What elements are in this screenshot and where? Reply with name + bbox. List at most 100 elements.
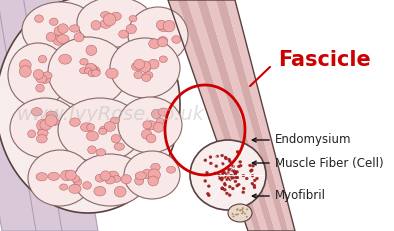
Ellipse shape	[151, 109, 161, 119]
Ellipse shape	[225, 157, 227, 160]
Ellipse shape	[234, 176, 238, 179]
Ellipse shape	[227, 176, 230, 179]
Ellipse shape	[32, 108, 42, 116]
Ellipse shape	[49, 18, 58, 25]
Ellipse shape	[134, 71, 143, 79]
Ellipse shape	[249, 170, 253, 172]
Ellipse shape	[204, 159, 207, 162]
Ellipse shape	[100, 171, 111, 181]
Ellipse shape	[94, 186, 106, 196]
Ellipse shape	[86, 45, 97, 55]
Ellipse shape	[80, 123, 93, 132]
Ellipse shape	[246, 208, 248, 210]
Ellipse shape	[221, 177, 224, 179]
Ellipse shape	[228, 158, 230, 161]
Polygon shape	[0, 0, 80, 231]
Ellipse shape	[229, 177, 232, 180]
Ellipse shape	[225, 192, 229, 195]
Ellipse shape	[111, 12, 121, 21]
Ellipse shape	[223, 188, 226, 191]
Ellipse shape	[121, 175, 131, 184]
Ellipse shape	[59, 184, 68, 190]
Ellipse shape	[28, 150, 92, 206]
Polygon shape	[178, 0, 262, 231]
Ellipse shape	[91, 70, 100, 76]
Ellipse shape	[98, 128, 107, 134]
Ellipse shape	[206, 171, 208, 174]
Ellipse shape	[135, 176, 144, 185]
Ellipse shape	[245, 177, 248, 180]
Ellipse shape	[225, 178, 228, 181]
Ellipse shape	[228, 194, 231, 197]
Ellipse shape	[206, 192, 209, 195]
Ellipse shape	[246, 216, 248, 218]
Ellipse shape	[159, 56, 167, 63]
Polygon shape	[22, 0, 98, 231]
Ellipse shape	[163, 20, 175, 32]
Ellipse shape	[220, 178, 223, 181]
Ellipse shape	[58, 24, 68, 33]
Ellipse shape	[91, 21, 101, 30]
Ellipse shape	[80, 58, 88, 65]
Ellipse shape	[230, 174, 233, 177]
Ellipse shape	[242, 187, 245, 190]
Ellipse shape	[65, 170, 76, 180]
Ellipse shape	[221, 187, 224, 190]
Ellipse shape	[253, 186, 256, 189]
Ellipse shape	[228, 185, 231, 188]
Ellipse shape	[221, 187, 223, 189]
Ellipse shape	[118, 97, 182, 153]
Ellipse shape	[229, 160, 231, 163]
Ellipse shape	[229, 169, 231, 172]
Polygon shape	[168, 0, 255, 231]
Ellipse shape	[209, 162, 212, 165]
Ellipse shape	[54, 27, 63, 35]
Polygon shape	[0, 0, 58, 231]
Ellipse shape	[96, 149, 106, 156]
Ellipse shape	[132, 62, 143, 71]
Ellipse shape	[148, 169, 160, 181]
Ellipse shape	[142, 169, 152, 179]
Ellipse shape	[58, 98, 142, 162]
Ellipse shape	[124, 151, 180, 199]
Ellipse shape	[74, 178, 82, 186]
Ellipse shape	[103, 13, 116, 26]
Text: www.IvyRose.co.uk: www.IvyRose.co.uk	[16, 106, 204, 125]
Ellipse shape	[59, 54, 71, 64]
Ellipse shape	[237, 165, 240, 168]
Ellipse shape	[221, 172, 224, 175]
Ellipse shape	[253, 179, 256, 182]
Ellipse shape	[100, 19, 111, 28]
Ellipse shape	[147, 134, 156, 143]
Text: Muscle Fiber (Cell): Muscle Fiber (Cell)	[275, 156, 384, 170]
Ellipse shape	[226, 175, 229, 178]
Ellipse shape	[158, 108, 169, 116]
Text: Fascicle: Fascicle	[278, 50, 371, 70]
Ellipse shape	[167, 166, 176, 173]
Ellipse shape	[237, 213, 239, 215]
Ellipse shape	[74, 154, 146, 206]
Ellipse shape	[236, 170, 239, 173]
Ellipse shape	[242, 174, 245, 177]
Ellipse shape	[242, 211, 244, 213]
Ellipse shape	[249, 164, 251, 167]
Ellipse shape	[145, 121, 157, 130]
Ellipse shape	[221, 187, 223, 190]
Ellipse shape	[214, 172, 217, 175]
Ellipse shape	[143, 72, 153, 79]
Ellipse shape	[236, 176, 239, 179]
Ellipse shape	[28, 130, 35, 138]
Ellipse shape	[224, 183, 227, 186]
Ellipse shape	[231, 187, 234, 190]
Ellipse shape	[87, 146, 96, 154]
Ellipse shape	[142, 74, 151, 82]
Ellipse shape	[112, 176, 121, 182]
Ellipse shape	[107, 171, 119, 181]
Ellipse shape	[35, 15, 43, 22]
Ellipse shape	[36, 84, 44, 92]
Ellipse shape	[224, 156, 227, 159]
Ellipse shape	[234, 173, 237, 176]
Polygon shape	[225, 0, 295, 231]
Ellipse shape	[87, 124, 95, 131]
Ellipse shape	[88, 70, 96, 77]
